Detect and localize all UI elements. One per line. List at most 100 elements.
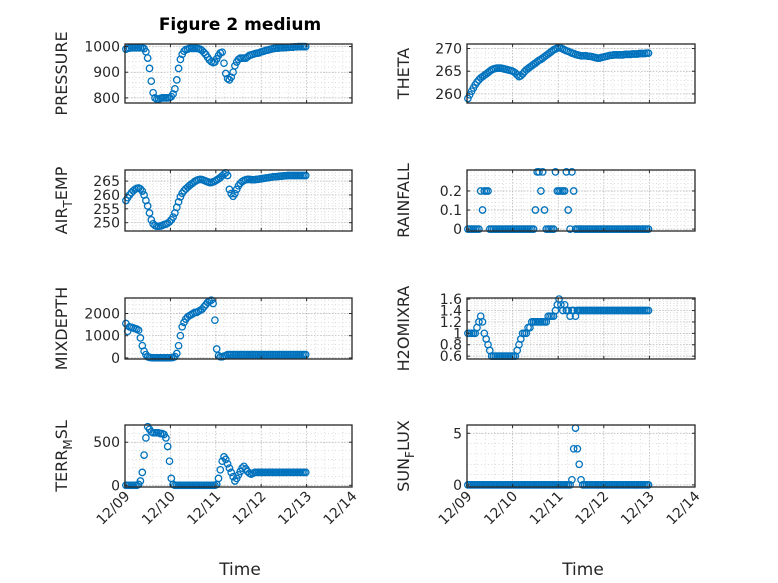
data-point bbox=[136, 334, 145, 342]
data-point bbox=[644, 306, 653, 315]
data-point bbox=[143, 54, 152, 62]
axes-box bbox=[124, 424, 353, 488]
data-point bbox=[151, 94, 159, 102]
axes-box bbox=[466, 297, 696, 360]
y-tick-label: 0 bbox=[453, 478, 462, 494]
data-point bbox=[301, 171, 310, 180]
panel-h2omixra: 0.60.811.21.41.6 H2OMIXRA bbox=[394, 286, 696, 372]
data-point bbox=[644, 481, 653, 489]
y-tick-label: 270 bbox=[435, 42, 462, 58]
data-point bbox=[147, 216, 156, 224]
x-tick-label: 12/12 bbox=[230, 489, 270, 529]
y-tick-label: 1.6 bbox=[440, 292, 462, 308]
data-point bbox=[225, 464, 234, 472]
data-point bbox=[172, 76, 181, 84]
data-point bbox=[169, 213, 177, 221]
data-point bbox=[163, 442, 172, 451]
y-tick-label: 265 bbox=[93, 174, 120, 190]
y-axis-label: THETA bbox=[394, 48, 413, 100]
y-axis-label-part: LUX bbox=[394, 420, 413, 451]
y-tick-label: 0.6 bbox=[440, 349, 462, 365]
data-point bbox=[566, 225, 574, 233]
data-point bbox=[220, 170, 228, 179]
data-point bbox=[549, 225, 558, 233]
data-point bbox=[212, 345, 221, 353]
y-tick-label: 250 bbox=[93, 216, 120, 232]
axes-box bbox=[466, 169, 696, 232]
plot-area bbox=[467, 170, 695, 231]
data-point bbox=[223, 74, 232, 83]
x-tick-label: 12/14 bbox=[664, 488, 704, 528]
major-grid bbox=[125, 298, 352, 359]
data-point bbox=[475, 225, 483, 233]
data-point bbox=[575, 460, 584, 469]
x-tick-label: 12/09 bbox=[436, 489, 476, 529]
y-axis-label: AIRTEMP bbox=[52, 166, 75, 234]
y-tick-label: 260 bbox=[93, 188, 120, 204]
data-point bbox=[225, 185, 234, 194]
y-tick-label: 2000 bbox=[84, 307, 120, 323]
y-axis-label-subscript: T bbox=[61, 200, 75, 209]
x-axis-label-right: Time bbox=[561, 560, 604, 580]
y-tick-label: 255 bbox=[93, 202, 120, 218]
data-point bbox=[178, 322, 187, 331]
data-point bbox=[174, 198, 183, 206]
x-tick-label: 12/11 bbox=[527, 489, 567, 529]
data-point bbox=[301, 350, 310, 359]
data-point bbox=[476, 187, 485, 195]
data-point bbox=[484, 187, 492, 195]
data-point bbox=[172, 349, 181, 358]
x-axis-label-left: Time bbox=[218, 560, 261, 580]
y-tick-label: 0 bbox=[111, 478, 120, 494]
data-point bbox=[140, 451, 148, 459]
data-point bbox=[145, 64, 154, 73]
data-point bbox=[138, 468, 147, 477]
y-axis-label: H2OMIXRA bbox=[394, 286, 413, 372]
y-tick-label: 0 bbox=[453, 222, 462, 238]
panel-sun-flux: 0 5 SUNFLUX 12/09 12/10 12/11 12/12 12/13 12/14 bbox=[394, 420, 704, 528]
data-point bbox=[227, 468, 236, 477]
x-tick-label: 12/14 bbox=[321, 488, 361, 528]
y-axis-label-part: EMP bbox=[52, 166, 71, 200]
data-point bbox=[562, 168, 571, 176]
data-point bbox=[560, 187, 569, 195]
y-axis-label: PRESSURE bbox=[52, 31, 71, 115]
data-point bbox=[220, 59, 228, 68]
data-point bbox=[216, 465, 225, 474]
y-tick-label: 1000 bbox=[84, 329, 120, 345]
y-axis-label-part: TERR bbox=[52, 450, 71, 493]
data-point bbox=[176, 55, 185, 64]
panel-mixdepth: 0 1000 2000 MIXDEPTH bbox=[52, 287, 353, 370]
x-tick-label: 12/11 bbox=[184, 489, 224, 529]
y-axis-label-part: SUN bbox=[394, 458, 413, 492]
data-point bbox=[134, 326, 143, 335]
data-point bbox=[136, 185, 145, 193]
major-grid bbox=[467, 425, 695, 487]
data-point bbox=[211, 316, 219, 325]
y-tick-label: 0.2 bbox=[440, 184, 462, 200]
data-point bbox=[209, 299, 217, 308]
y-tick-label: 1.4 bbox=[440, 304, 462, 320]
data-point bbox=[573, 444, 582, 453]
axes-box bbox=[124, 43, 353, 104]
data-point bbox=[223, 171, 232, 180]
x-tick-label: 12/13 bbox=[618, 489, 658, 529]
y-tick-label: 900 bbox=[93, 65, 120, 81]
data-point bbox=[221, 455, 230, 464]
y-axis-label-subscript: F bbox=[403, 451, 417, 458]
data-point bbox=[531, 206, 540, 214]
data-point bbox=[174, 341, 183, 350]
y-axis-label-part: AIR bbox=[52, 208, 71, 235]
y-tick-label: 260 bbox=[435, 87, 462, 103]
data-point bbox=[223, 459, 232, 468]
data-point bbox=[464, 94, 472, 103]
y-axis-label-subscript: M bbox=[61, 439, 75, 449]
series-markers bbox=[122, 168, 310, 231]
data-point bbox=[238, 464, 246, 472]
data-point bbox=[537, 187, 545, 195]
data-point bbox=[165, 217, 174, 226]
series-markers bbox=[464, 168, 653, 233]
data-point bbox=[231, 189, 239, 198]
data-point bbox=[142, 434, 150, 442]
data-point bbox=[478, 318, 487, 326]
